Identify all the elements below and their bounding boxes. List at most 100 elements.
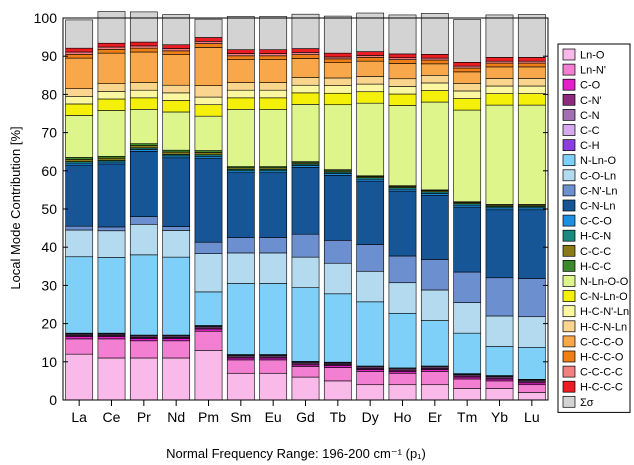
bar-segment-Eu-18 <box>259 82 288 91</box>
bar-segment-Tm-20 <box>453 67 482 73</box>
legend-swatch-19 <box>562 335 576 348</box>
bar-segment-Dy-18 <box>356 76 385 85</box>
bar-segment-Ce-1 <box>97 338 126 359</box>
bar-segment-Ho-10 <box>388 190 417 257</box>
bar-segment-Lu-22 <box>517 57 546 62</box>
bar-segment-Dy-22 <box>356 51 385 56</box>
bar-segment-Yb-0 <box>485 388 514 401</box>
x-tick-label-La: La <box>71 409 87 425</box>
legend-swatch-20 <box>562 350 576 363</box>
legend-label-6: C-H <box>580 140 600 152</box>
legend-swatch-9 <box>562 184 576 197</box>
bar-segment-Pr-20 <box>129 47 158 53</box>
bar-segment-Ho-23 <box>388 14 417 55</box>
x-tick-label-Er: Er <box>428 409 442 425</box>
bar-segment-Sm-10 <box>226 172 255 238</box>
legend-label-2: C-O <box>580 80 601 92</box>
bar-segment-Lu-16 <box>517 93 546 106</box>
x-tick-label-Lu: Lu <box>524 409 540 425</box>
legend-label-15: N-Ln-O-O <box>580 276 629 288</box>
bar-segment-Tb-17 <box>323 85 352 94</box>
bar-segment-Ce-8 <box>97 230 126 258</box>
y-tick-label-70: 70 <box>41 125 57 141</box>
bar-segment-Nd-1 <box>162 340 191 359</box>
legend-swatch-22 <box>562 380 576 393</box>
bar-segment-Ce-9 <box>97 226 126 232</box>
legend-swatch-23 <box>562 395 576 408</box>
bar-segment-Pr-23 <box>129 11 158 43</box>
bar-segment-Er-8 <box>420 289 449 321</box>
bar-segment-Ho-18 <box>388 78 417 87</box>
bar-segment-Nd-9 <box>162 226 191 231</box>
y-tick-label-30: 30 <box>41 277 57 293</box>
bar-segment-Yb-15 <box>485 104 514 205</box>
legend-swatch-0 <box>562 48 576 61</box>
bar-segment-Lu-7 <box>517 346 546 380</box>
bar-segment-Ho-22 <box>388 53 417 59</box>
bar-segment-Tb-19 <box>323 62 352 79</box>
bar-segment-Gd-15 <box>291 104 320 162</box>
bar-segment-Dy-16 <box>356 91 385 104</box>
bar-segment-Gd-18 <box>291 77 320 86</box>
x-tick-label-Sm: Sm <box>230 409 251 425</box>
bar-segment-Ho-8 <box>388 282 417 314</box>
bar-segment-Ho-19 <box>388 63 417 80</box>
bar-segment-Pm-7 <box>194 291 223 326</box>
bar-segment-Nd-7 <box>162 256 191 336</box>
bar-segment-Yb-16 <box>485 93 514 106</box>
bar-segment-Dy-23 <box>356 12 385 52</box>
bar-segment-Gd-23 <box>291 13 320 49</box>
bar-segment-Pm-9 <box>194 241 223 254</box>
bar-segment-Yb-17 <box>485 85 514 94</box>
bar-segment-Gd-8 <box>291 256 320 288</box>
bar-segment-Ce-2 <box>97 336 126 340</box>
bar-segment-Er-20 <box>420 59 449 65</box>
legend-swatch-18 <box>562 320 576 333</box>
bar-segment-Tm-23 <box>453 19 482 63</box>
y-tick-label-20: 20 <box>41 316 57 332</box>
y-tick-label-50: 50 <box>41 201 57 217</box>
bar-segment-Tm-10 <box>453 206 482 273</box>
bar-segment-Tm-8 <box>453 302 482 334</box>
legend-label-22: H-C-C-C <box>580 382 623 394</box>
y-tick-label-80: 80 <box>41 86 57 102</box>
x-tick-label-Dy: Dy <box>362 409 379 425</box>
bar-segment-Ho-1 <box>388 372 417 386</box>
bar-segment-Tm-19 <box>453 71 482 84</box>
bar-segment-Sm-19 <box>226 59 255 83</box>
bar-segment-Eu-10 <box>259 172 288 238</box>
bar-segment-La-2 <box>65 336 94 340</box>
bar-segment-Yb-10 <box>485 209 514 279</box>
y-tick-label-40: 40 <box>41 239 57 255</box>
bar-segment-Nd-0 <box>162 357 191 401</box>
x-tick-label-Ho: Ho <box>394 409 412 425</box>
bar-segment-Tm-15 <box>453 109 482 203</box>
bar-segment-Dy-9 <box>356 244 385 272</box>
bar-segment-Nd-19 <box>162 54 191 86</box>
bar-segment-Pr-9 <box>129 216 158 225</box>
bar-segment-Tm-22 <box>453 62 482 67</box>
bar-segment-Sm-21 <box>226 53 255 57</box>
bar-segment-Pr-2 <box>129 338 158 342</box>
legend-label-5: C-C <box>580 125 600 137</box>
legend-label-19: C-C-C-O <box>580 336 624 348</box>
bar-segment-Pr-16 <box>129 97 158 110</box>
legend-swatch-5 <box>562 124 576 136</box>
bar-segment-Pr-18 <box>129 82 158 91</box>
bar-segment-Pm-15 <box>194 115 223 151</box>
bars-layer <box>65 11 546 401</box>
bar-segment-La-7 <box>65 256 94 334</box>
bar-segment-La-19 <box>65 57 94 89</box>
bar-segment-Dy-20 <box>356 57 385 62</box>
bar-segment-Gd-22 <box>291 48 320 53</box>
bar-segment-Ce-16 <box>97 98 126 111</box>
legend-swatch-7 <box>562 154 576 167</box>
bar-segment-La-0 <box>65 353 94 401</box>
bar-segment-Yb-19 <box>485 66 514 79</box>
bar-segment-Dy-0 <box>356 384 385 401</box>
bar-segment-Er-22 <box>420 53 449 59</box>
bar-segment-Pr-1 <box>129 340 158 359</box>
bar-segment-Tb-15 <box>323 104 352 170</box>
bar-segment-Yb-9 <box>485 277 514 317</box>
